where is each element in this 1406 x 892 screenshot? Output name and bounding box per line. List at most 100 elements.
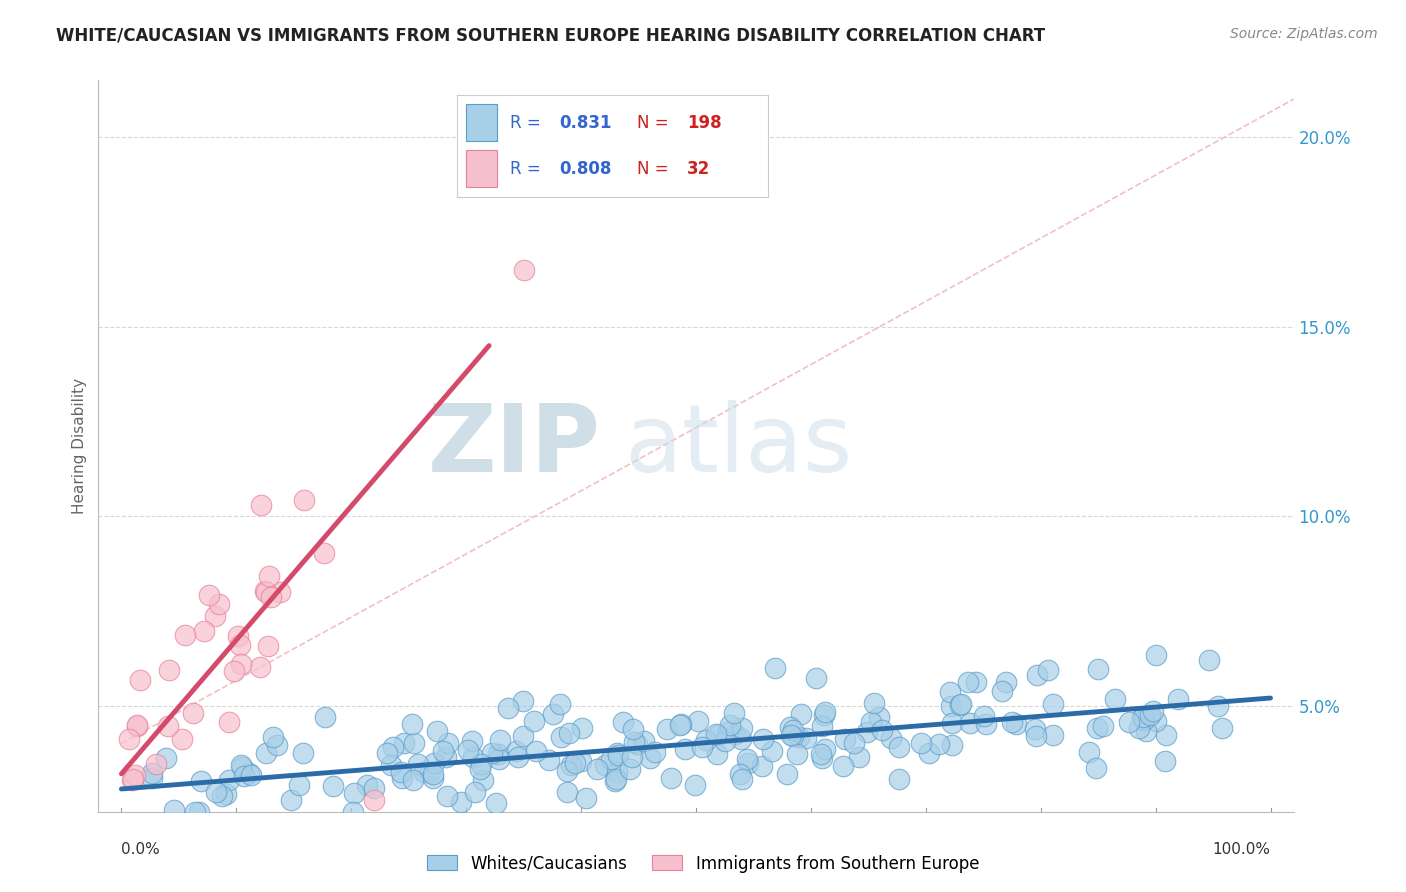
Point [292,746,315,760]
Point [775,767,797,781]
Point [204,608,226,623]
Point [790,707,813,722]
Point [231,657,253,672]
Point [626,737,648,751]
Point [813,708,835,723]
Point [392,736,415,750]
Point [470,757,492,772]
Point [730,732,752,747]
Point [794,731,817,746]
Point [408,757,430,772]
Point [692,740,714,755]
Point [548,698,571,712]
Point [856,725,879,739]
Point [1144,648,1167,663]
Point [623,734,645,748]
Point [124,768,146,782]
Point [585,762,607,776]
Point [512,729,534,743]
Point [457,743,479,757]
Point [470,762,492,776]
Point [155,751,177,765]
Point [541,706,564,721]
Point [125,719,148,733]
Point [834,731,856,746]
Point [426,723,449,738]
Point [1167,692,1189,706]
Text: ZIP: ZIP [427,400,600,492]
Point [208,597,231,611]
Point [731,721,754,735]
Point [226,629,249,643]
Point [870,723,893,738]
Point [363,793,385,807]
Point [704,727,727,741]
Point [157,663,180,677]
Point [218,714,240,729]
Point [231,758,253,772]
Point [205,784,228,798]
Point [550,730,572,744]
Point [450,795,472,809]
Point [1025,729,1047,743]
Point [262,730,284,744]
Point [640,751,662,765]
Point [538,753,561,767]
Point [117,731,139,746]
Point [259,569,281,583]
Point [141,771,163,785]
Point [606,746,628,760]
Point [557,764,579,778]
Point [190,774,212,789]
Point [1132,709,1154,723]
Point [125,718,148,732]
Point [714,734,737,748]
Point [312,546,335,560]
Point [1001,715,1024,730]
Point [391,771,413,785]
Point [356,778,378,792]
Point [401,717,423,731]
Point [280,793,302,807]
Point [918,746,941,760]
Point [761,743,783,757]
Point [1132,711,1154,725]
Point [1144,714,1167,728]
Point [560,758,582,772]
Point [238,765,260,780]
Point [389,764,412,779]
Point [995,675,1018,690]
Point [1206,698,1229,713]
Point [471,772,494,787]
Point [1198,653,1220,667]
Point [695,732,717,747]
Point [564,756,586,771]
Point [1026,668,1049,682]
Point [735,752,758,766]
Point [558,726,581,740]
Point [973,708,995,723]
Point [249,498,271,512]
Point [157,719,180,733]
Point [575,790,598,805]
Point [422,767,444,781]
Point [141,766,163,780]
Point [751,759,773,773]
Point [860,714,883,729]
Point [593,758,616,772]
Point [706,728,728,742]
Point [512,262,534,277]
Point [322,780,344,794]
Point [249,660,271,674]
Point [375,746,398,760]
Point [605,773,627,788]
Point [880,731,903,746]
Point [779,728,801,742]
Point [233,768,256,782]
Point [524,744,547,758]
Text: Source: ZipAtlas.com: Source: ZipAtlas.com [1230,27,1378,41]
Point [659,771,682,785]
Point [810,747,832,761]
Text: atlas: atlas [624,400,852,492]
Y-axis label: Hearing Disability: Hearing Disability [72,378,87,514]
